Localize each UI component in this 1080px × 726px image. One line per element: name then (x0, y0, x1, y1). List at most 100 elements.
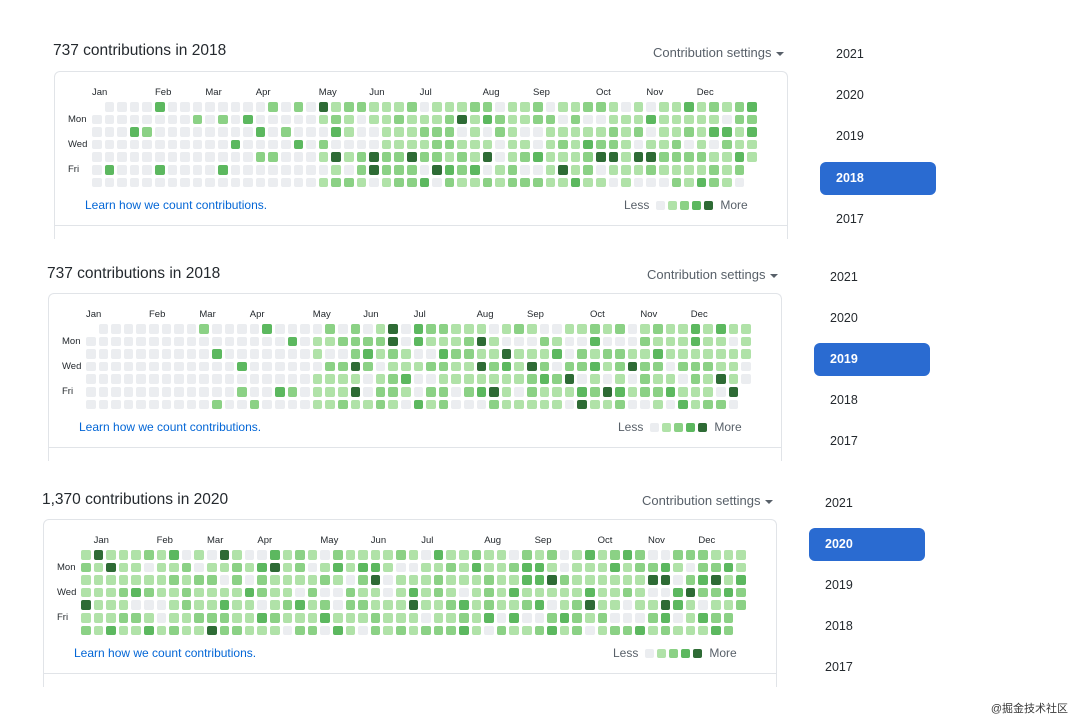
contribution-day-cell[interactable] (92, 165, 102, 175)
contribution-day-cell[interactable] (396, 550, 406, 560)
contribution-day-cell[interactable] (117, 152, 127, 162)
contribution-day-cell[interactable] (295, 625, 305, 636)
contribution-day-cell[interactable] (698, 575, 708, 585)
contribution-day-cell[interactable] (646, 102, 656, 112)
contribution-day-cell[interactable] (457, 127, 467, 137)
contribution-day-cell[interactable] (81, 575, 91, 585)
contribution-day-cell[interactable] (287, 374, 298, 384)
contribution-day-cell[interactable] (167, 177, 178, 188)
contribution-day-cell[interactable] (375, 399, 386, 410)
contribution-day-cell[interactable] (539, 387, 550, 397)
contribution-day-cell[interactable] (118, 550, 129, 560)
contribution-day-cell[interactable] (482, 114, 493, 125)
contribution-day-cell[interactable] (470, 139, 480, 150)
contribution-day-cell[interactable] (81, 600, 91, 610)
contribution-day-cell[interactable] (426, 387, 436, 397)
contribution-day-cell[interactable] (476, 399, 487, 410)
contribution-day-cell[interactable] (673, 587, 683, 598)
contribution-day-cell[interactable] (602, 374, 613, 384)
contribution-day-cell[interactable] (514, 387, 524, 397)
contribution-day-cell[interactable] (333, 587, 343, 598)
contribution-day-cell[interactable] (136, 399, 146, 410)
contribution-day-cell[interactable] (333, 613, 343, 623)
contribution-day-cell[interactable] (596, 127, 606, 137)
contribution-day-cell[interactable] (438, 374, 449, 384)
contribution-day-cell[interactable] (496, 587, 507, 598)
contribution-day-cell[interactable] (577, 324, 587, 334)
contribution-day-cell[interactable] (621, 177, 631, 188)
contribution-day-cell[interactable] (615, 399, 625, 410)
contribution-day-cell[interactable] (635, 550, 645, 560)
contribution-day-cell[interactable] (451, 349, 461, 359)
contribution-day-cell[interactable] (685, 625, 696, 636)
contribution-day-cell[interactable] (350, 374, 361, 384)
contribution-day-cell[interactable] (186, 324, 197, 334)
contribution-day-cell[interactable] (205, 165, 215, 175)
contribution-day-cell[interactable] (552, 324, 562, 334)
contribution-day-cell[interactable] (495, 177, 505, 188)
contribution-day-cell[interactable] (413, 361, 424, 372)
contribution-day-cell[interactable] (104, 165, 115, 175)
contribution-day-cell[interactable] (660, 613, 671, 623)
contribution-day-cell[interactable] (155, 102, 165, 112)
contribution-day-cell[interactable] (413, 387, 424, 397)
contribution-day-cell[interactable] (585, 575, 595, 585)
contribution-day-cell[interactable] (275, 324, 285, 334)
contribution-day-cell[interactable] (169, 587, 179, 598)
contribution-day-cell[interactable] (678, 324, 688, 334)
contribution-day-cell[interactable] (709, 152, 719, 162)
contribution-day-cell[interactable] (338, 349, 348, 359)
contribution-day-cell[interactable] (559, 613, 570, 623)
contribution-day-cell[interactable] (572, 600, 582, 610)
contribution-day-cell[interactable] (331, 177, 341, 188)
contribution-day-cell[interactable] (199, 361, 209, 372)
contribution-day-cell[interactable] (161, 374, 172, 384)
contribution-day-cell[interactable] (690, 349, 701, 359)
contribution-day-cell[interactable] (370, 625, 381, 636)
contribution-day-cell[interactable] (181, 613, 192, 623)
contribution-day-cell[interactable] (539, 324, 550, 334)
contribution-day-cell[interactable] (307, 613, 318, 623)
contribution-day-cell[interactable] (597, 600, 608, 610)
contribution-day-cell[interactable] (459, 575, 469, 585)
contribution-day-cell[interactable] (698, 600, 708, 610)
contribution-day-cell[interactable] (413, 399, 424, 410)
contribution-day-cell[interactable] (232, 600, 242, 610)
contribution-day-cell[interactable] (312, 399, 323, 410)
contribution-day-cell[interactable] (413, 324, 424, 334)
contribution-day-cell[interactable] (457, 114, 467, 125)
contribution-day-cell[interactable] (300, 336, 310, 347)
contribution-day-cell[interactable] (255, 102, 266, 112)
contribution-day-cell[interactable] (186, 387, 197, 397)
contribution-day-cell[interactable] (471, 575, 482, 585)
contribution-day-cell[interactable] (161, 387, 172, 397)
contribution-day-cell[interactable] (471, 600, 482, 610)
contribution-day-cell[interactable] (484, 575, 494, 585)
contribution-day-cell[interactable] (514, 336, 524, 347)
contribution-day-cell[interactable] (671, 165, 682, 175)
contribution-day-cell[interactable] (646, 165, 656, 175)
contribution-day-cell[interactable] (736, 562, 746, 573)
contribution-day-cell[interactable] (716, 336, 726, 347)
contribution-day-cell[interactable] (451, 324, 461, 334)
contribution-day-cell[interactable] (249, 387, 260, 397)
contribution-day-cell[interactable] (295, 575, 305, 585)
contribution-day-cell[interactable] (155, 114, 165, 125)
contribution-day-cell[interactable] (444, 127, 455, 137)
contribution-day-cell[interactable] (564, 399, 575, 410)
contribution-day-cell[interactable] (98, 324, 109, 334)
contribution-day-cell[interactable] (489, 387, 499, 397)
contribution-day-cell[interactable] (281, 102, 291, 112)
contribution-day-cell[interactable] (572, 562, 582, 573)
contribution-day-cell[interactable] (219, 613, 230, 623)
contribution-day-cell[interactable] (476, 324, 487, 334)
contribution-day-cell[interactable] (98, 336, 109, 347)
contribution-day-cell[interactable] (470, 152, 480, 162)
contribution-day-cell[interactable] (451, 336, 461, 347)
contribution-day-cell[interactable] (433, 613, 444, 623)
contribution-day-cell[interactable] (621, 114, 631, 125)
contribution-day-cell[interactable] (180, 102, 190, 112)
contribution-day-cell[interactable] (255, 177, 266, 188)
contribution-day-cell[interactable] (155, 165, 165, 175)
contribution-day-cell[interactable] (484, 613, 494, 623)
